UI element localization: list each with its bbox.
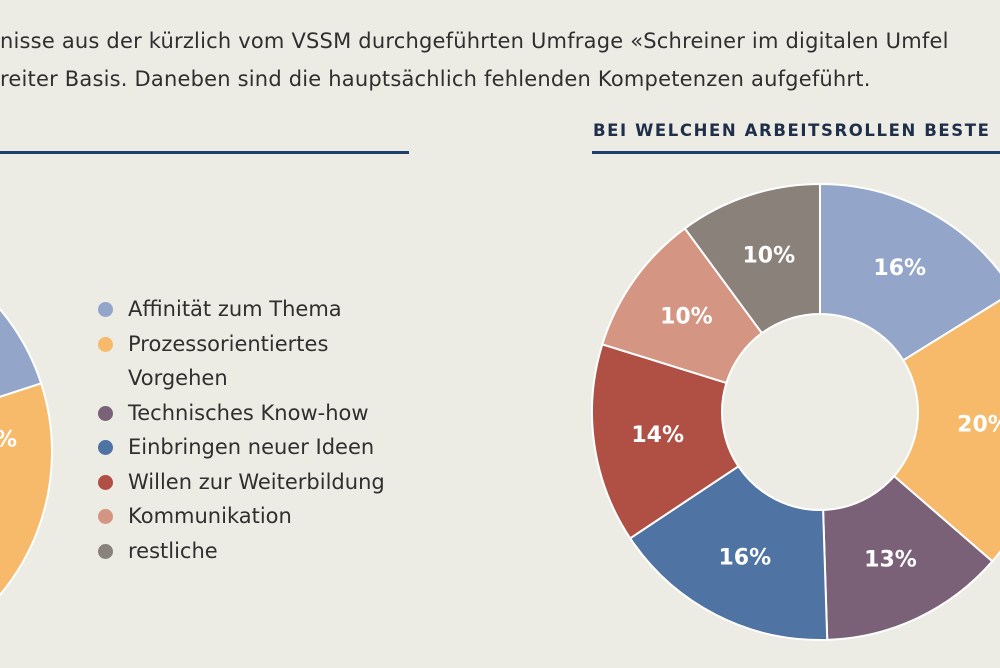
legend-item-weiterbildung: Willen zur Weiterbildung — [98, 465, 385, 500]
data-label-technisches-know-how: 13% — [864, 548, 917, 573]
legend-label: restliche — [128, 538, 218, 563]
legend-label-continued: Vorgehen — [128, 366, 228, 390]
left-section-rule — [0, 151, 409, 154]
donut-slice-willen-zur-weiterbildung — [591, 343, 740, 540]
data-label-affinitaet-zum-thema: 16% — [873, 256, 926, 281]
legend-item-prozessorientiertes-vorgehen: Prozessorientiertes Vorgehen — [98, 327, 385, 396]
intro-line-1: nisse aus der kürzlich vom VSSM durchgef… — [0, 29, 949, 53]
legend-label: Einbringen neuer Ideen — [128, 435, 375, 459]
intro-text: nisse aus der kürzlich vom VSSM durchgef… — [0, 22, 1000, 98]
right-chart-title: BEI WELCHEN ARBEITSROLLEN BESTE — [593, 121, 991, 140]
donut-slice-prozessorientiertes-vorgehen — [892, 299, 1000, 563]
legend-swatch — [98, 440, 113, 455]
data-label-willen-zur-weiterbildung: 14% — [631, 423, 684, 448]
data-label-prozessorientiertes-vorgehen: 20% — [957, 412, 1000, 437]
legend-swatch — [98, 509, 113, 524]
legend: Affinität zum Thema Prozessorientiertes … — [98, 292, 385, 568]
data-label-kommunikation: 10% — [660, 304, 713, 329]
legend-swatch — [98, 474, 113, 490]
legend-item-kommunikation: Kommunikation — [98, 499, 385, 534]
legend-label: Kommunikation — [128, 504, 292, 528]
legend-swatch — [98, 543, 113, 559]
data-label-restliche: 10% — [742, 244, 795, 269]
legend-swatch — [98, 302, 113, 317]
legend-label: Willen zur Weiterbildung — [128, 469, 385, 494]
right-section-rule — [592, 151, 1000, 154]
legend-label: Affinität zum Thema — [128, 297, 342, 321]
legend-swatch — [98, 405, 113, 421]
legend-item-technisches-know-how: Technisches Know-how — [98, 396, 385, 431]
legend-label: Technisches Know-how — [128, 400, 369, 425]
legend-swatch — [98, 336, 113, 352]
left-data-label-prozessorientiertes-vorgehen: % — [0, 428, 17, 453]
intro-line-2: reiter Basis. Daneben sind die hauptsäch… — [0, 67, 871, 91]
legend-label: Prozessorientiertes — [128, 331, 329, 356]
legend-item-neue-ideen: Einbringen neuer Ideen — [98, 430, 385, 465]
data-label-einbringen-neuer-ideen: 16% — [719, 545, 772, 570]
legend-item-restliche: restliche — [98, 534, 385, 569]
donut-slice-technisches-know-how — [822, 474, 994, 641]
donut-slice-einbringen-neuer-ideen — [628, 464, 829, 641]
donut-slice-affinitaet-zum-thema — [819, 182, 1000, 362]
legend-item-affinitaet: Affinität zum Thema — [98, 292, 385, 327]
donut-slice-restliche — [683, 182, 821, 335]
left-donut-slice-prozessorientiertes-vorgehen — [0, 382, 53, 597]
